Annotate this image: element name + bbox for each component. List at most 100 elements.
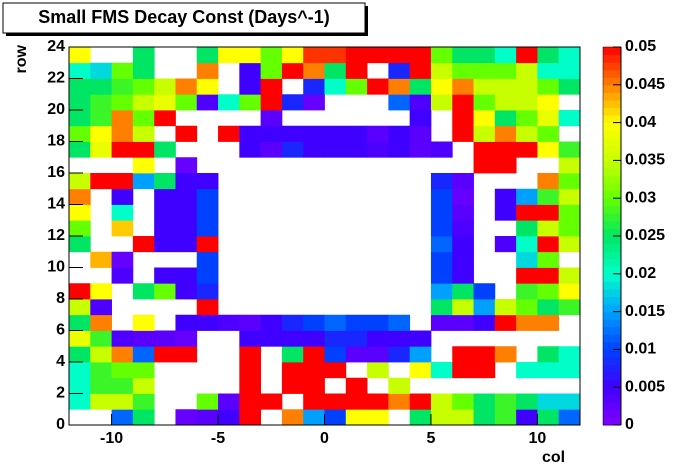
cell	[537, 125, 560, 142]
color-bar-step	[603, 213, 621, 222]
color-bar-step	[603, 417, 621, 426]
cell	[303, 125, 325, 142]
cell	[132, 141, 155, 158]
cell	[558, 173, 581, 190]
cell	[324, 47, 347, 64]
cell	[494, 78, 517, 95]
cell	[367, 362, 389, 379]
cell	[90, 299, 112, 316]
cell	[409, 362, 432, 379]
color-bar-step	[603, 77, 621, 86]
color-bar-step	[603, 130, 621, 139]
color-bar-step	[603, 394, 621, 403]
cell	[175, 314, 198, 331]
cell	[196, 204, 219, 221]
cell	[430, 314, 453, 331]
color-bar-step	[603, 258, 621, 267]
cell	[473, 141, 496, 158]
cell	[175, 220, 198, 237]
cell	[132, 377, 155, 394]
color-bar-step	[603, 243, 621, 252]
cell	[494, 47, 517, 64]
cell	[494, 314, 517, 331]
cell	[367, 409, 389, 426]
cell	[516, 267, 538, 284]
cell	[558, 393, 581, 410]
cell	[537, 299, 560, 316]
cell	[154, 188, 176, 205]
color-bar-step	[603, 372, 621, 381]
cell	[409, 47, 432, 64]
color-bar-step	[603, 409, 621, 418]
cell	[537, 94, 560, 111]
cell	[260, 110, 283, 127]
z-tick-label: 0.01	[625, 341, 656, 358]
cell	[69, 314, 91, 331]
cell	[303, 409, 325, 426]
color-bar-step	[603, 296, 621, 305]
cell	[154, 78, 176, 95]
color-bar-step	[603, 266, 621, 275]
cell	[494, 393, 517, 410]
cell	[239, 393, 262, 410]
cell	[537, 173, 560, 190]
cell	[239, 47, 262, 64]
cell	[196, 393, 219, 410]
cell	[196, 220, 219, 237]
cell	[345, 125, 368, 142]
cell	[494, 110, 517, 127]
color-bar-step	[603, 311, 621, 320]
cell	[452, 314, 474, 331]
cell	[345, 377, 368, 394]
y-tick-label: 0	[56, 416, 65, 433]
cell	[324, 78, 347, 95]
cell	[367, 78, 389, 95]
x-tick-label: -10	[100, 430, 123, 447]
cell	[175, 267, 198, 284]
cell	[409, 94, 432, 111]
cell	[196, 299, 219, 316]
z-tick-label: 0.045	[625, 76, 665, 93]
cell	[473, 299, 496, 316]
cell	[558, 299, 581, 316]
y-tick-label: 8	[56, 290, 65, 307]
cell	[388, 47, 411, 64]
cell	[111, 204, 134, 221]
cell	[516, 78, 538, 95]
cell	[260, 78, 283, 95]
cell	[430, 251, 453, 268]
z-tick-label: 0.03	[625, 189, 656, 206]
cell	[218, 409, 240, 426]
cell	[154, 283, 176, 300]
cell	[409, 330, 432, 347]
cell	[537, 220, 560, 237]
cell	[303, 330, 325, 347]
cell	[558, 47, 581, 64]
cell	[303, 346, 325, 363]
cell	[367, 346, 389, 363]
cell	[516, 314, 538, 331]
y-axis-label: row	[13, 44, 30, 73]
color-bar-step	[603, 47, 621, 56]
color-bar-step	[603, 167, 621, 177]
cell	[132, 236, 155, 253]
cell	[132, 346, 155, 363]
cell	[281, 314, 304, 331]
cell	[196, 78, 219, 95]
cell	[452, 47, 474, 64]
color-bar-step	[603, 84, 621, 93]
cell	[452, 78, 474, 95]
cell	[196, 236, 219, 253]
cell	[303, 393, 325, 410]
cell	[132, 330, 155, 347]
cell	[175, 236, 198, 253]
chart-title: Small FMS Decay Const (Days^-1)	[38, 7, 330, 27]
cell	[154, 110, 176, 127]
cell	[537, 267, 560, 284]
y-tick-label: 22	[47, 70, 65, 87]
cell	[175, 94, 198, 111]
color-bar-step	[603, 319, 621, 328]
cell	[558, 188, 581, 205]
cell	[345, 62, 368, 79]
cell	[90, 330, 112, 347]
